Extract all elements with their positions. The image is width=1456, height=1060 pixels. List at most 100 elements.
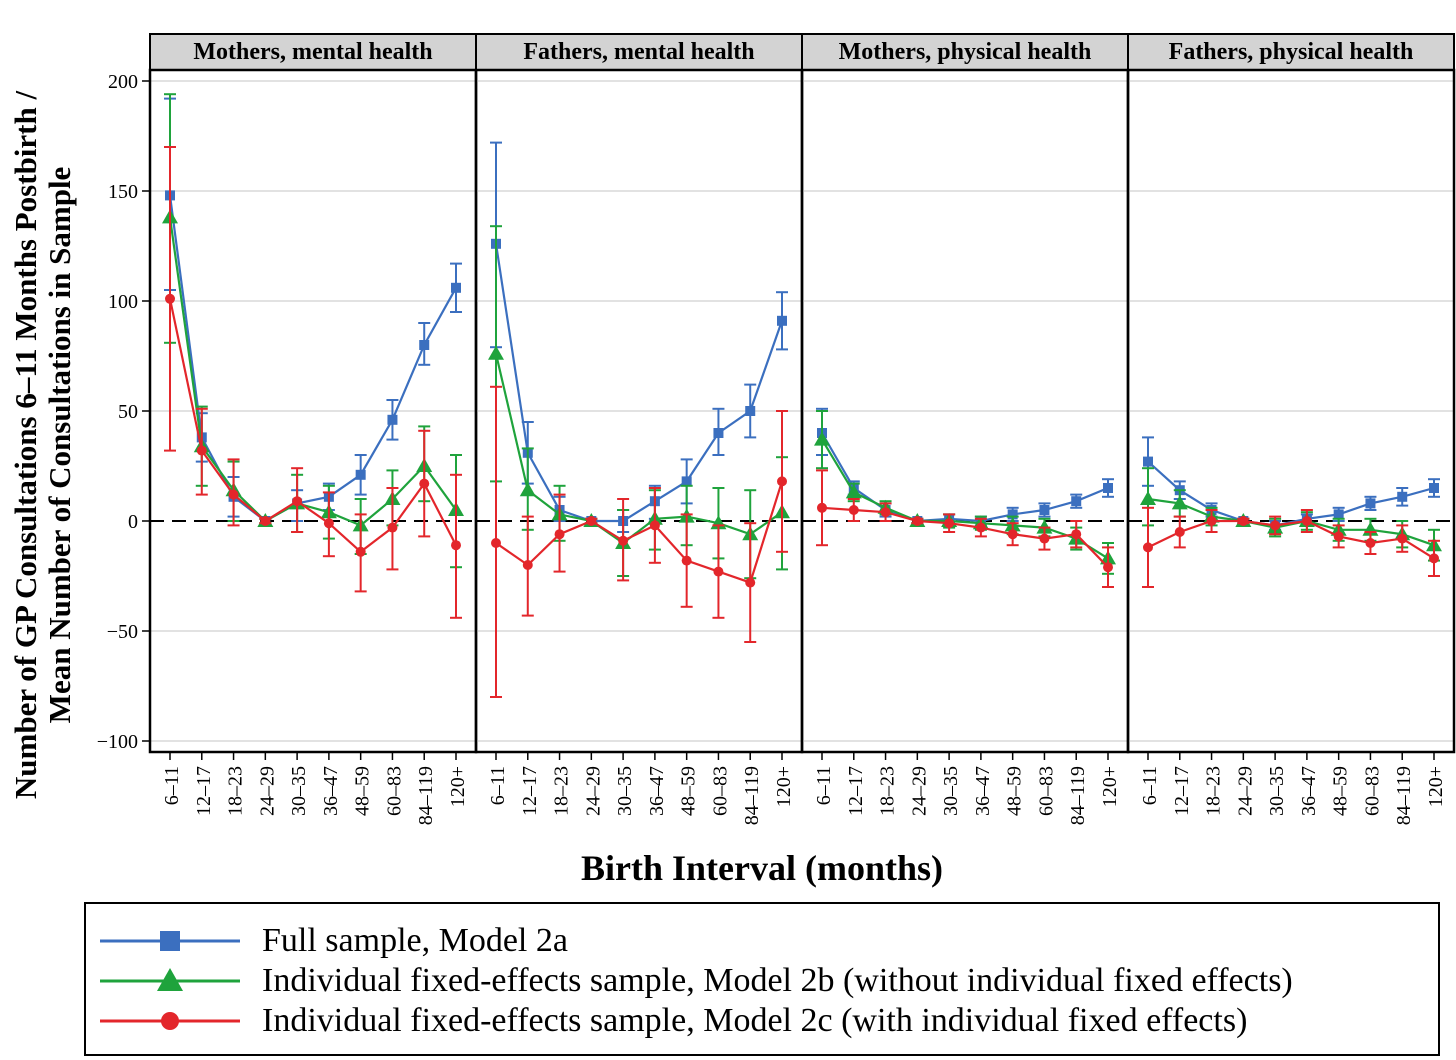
data-point [323, 518, 334, 529]
legend-label-model-2b: Individual fixed-effects sample, Model 2… [262, 962, 1293, 999]
data-point [519, 482, 536, 497]
series-line [821, 506, 1109, 568]
panel-strip [149, 33, 477, 71]
series-individual-fixed-effects-sample-model-2c-with-individual-fixed-effects [1142, 506, 1440, 588]
data-point [387, 522, 398, 533]
series-line [168, 217, 457, 527]
data-point [196, 445, 207, 456]
legend-item-model-2b: Individual fixed-effects sample, Model 2… [100, 960, 1293, 1002]
data-point [1007, 509, 1018, 520]
x-tick-label: 48–59 [352, 766, 374, 816]
y-tick-label: −100 [97, 731, 138, 753]
data-point [419, 340, 430, 350]
x-axis-title: Birth Interval (months) [581, 848, 943, 888]
y-axis-title-line1: Number of GP Consultations 6–11 Months P… [8, 91, 43, 800]
data-point [681, 555, 692, 566]
x-tick-label: 24–29 [1234, 766, 1256, 816]
x-tick-label: 12–17 [845, 766, 867, 816]
data-point [1143, 542, 1153, 553]
series-individual-fixed-effects-sample-model-2b-without-individual-fixed-effects [488, 225, 790, 580]
data-point [165, 293, 175, 304]
x-tick-label: 48–59 [1004, 766, 1026, 816]
data-point [260, 516, 271, 526]
series-line [1147, 460, 1435, 527]
data-point [1333, 531, 1344, 542]
series-line [495, 481, 784, 585]
x-tick-label: 84–119 [1393, 766, 1415, 825]
series-full-sample-model-2a [816, 407, 1114, 527]
data-point [1238, 516, 1249, 526]
x-tick-label: 48–59 [1330, 766, 1352, 816]
data-point [817, 502, 827, 513]
data-point [1171, 495, 1188, 510]
data-point [1103, 483, 1113, 493]
series-line [494, 243, 784, 523]
x-tick-label: 120+ [1099, 766, 1121, 807]
data-point [1397, 533, 1408, 544]
x-tick-label: 18–23 [1203, 766, 1225, 816]
data-point [777, 476, 787, 487]
panel-title: Fathers, physical health [1169, 39, 1414, 65]
data-point [880, 507, 891, 518]
panel-title: Mothers, mental health [193, 39, 432, 65]
panel-strip [1127, 33, 1455, 71]
x-tick-label: 84–119 [1067, 766, 1089, 825]
x-tick-label: 30–35 [614, 766, 636, 816]
x-tick-label: 36–47 [1298, 766, 1320, 816]
data-point [522, 560, 533, 570]
y-tick-label: 50 [118, 401, 138, 423]
series-line [168, 195, 457, 523]
legend-swatch-model-2a [100, 926, 240, 956]
data-point [1301, 516, 1312, 526]
data-point [814, 431, 830, 446]
x-tick-label: 36–47 [320, 766, 342, 816]
data-point [1270, 520, 1281, 531]
data-point [488, 345, 504, 360]
x-tick-label: 30–35 [940, 766, 962, 816]
data-point [355, 469, 366, 480]
y-tick-label: 200 [108, 71, 138, 93]
data-point [1365, 498, 1376, 509]
y-tick-label: 0 [128, 511, 138, 533]
data-point [1007, 529, 1018, 540]
x-tick-label: 12–17 [193, 766, 215, 816]
panel-title: Mothers, physical health [839, 39, 1092, 65]
x-tick-label: 60–83 [383, 766, 405, 816]
legend-item-model-2a: Full sample, Model 2a [100, 920, 568, 962]
data-point [1039, 505, 1050, 515]
x-tick-label: 120+ [773, 766, 795, 807]
data-point [1143, 456, 1153, 467]
data-point [419, 478, 430, 489]
x-tick-label: 36–47 [646, 766, 668, 816]
data-point [713, 428, 724, 438]
data-point [586, 516, 597, 526]
x-tick-label: 6–11 [813, 766, 835, 805]
x-tick-label: 12–17 [519, 766, 541, 816]
series-individual-fixed-effects-sample-model-2c-with-individual-fixed-effects [816, 469, 1114, 588]
series-line [494, 353, 783, 545]
x-tick-label: 60–83 [1361, 766, 1383, 816]
data-point [554, 529, 565, 540]
x-tick-label: 24–29 [582, 766, 604, 816]
data-point [1429, 553, 1439, 564]
x-tick-label: 6–11 [487, 766, 509, 805]
series-individual-fixed-effects-sample-model-2b-without-individual-fixed-effects [162, 93, 464, 569]
data-point [228, 489, 239, 500]
x-tick-label: 24–29 [908, 766, 930, 816]
x-tick-label: 6–11 [1139, 766, 1161, 805]
data-point [1071, 496, 1082, 507]
x-tick-label: 48–59 [678, 766, 700, 816]
x-tick-label: 60–83 [709, 766, 731, 816]
data-point [451, 282, 461, 293]
data-point [713, 566, 724, 577]
data-point [1206, 516, 1217, 526]
y-tick-label: 100 [108, 291, 138, 313]
x-tick-label: 12–17 [1171, 766, 1193, 816]
legend: Full sample, Model 2a Individual fixed-e… [84, 902, 1440, 1056]
legend-swatch-model-2c [100, 1006, 240, 1036]
data-point [1429, 483, 1439, 493]
x-tick-label: 24–29 [256, 766, 278, 816]
series-individual-fixed-effects-sample-model-2c-with-individual-fixed-effects [490, 385, 788, 698]
x-tick-label: 36–47 [972, 766, 994, 816]
